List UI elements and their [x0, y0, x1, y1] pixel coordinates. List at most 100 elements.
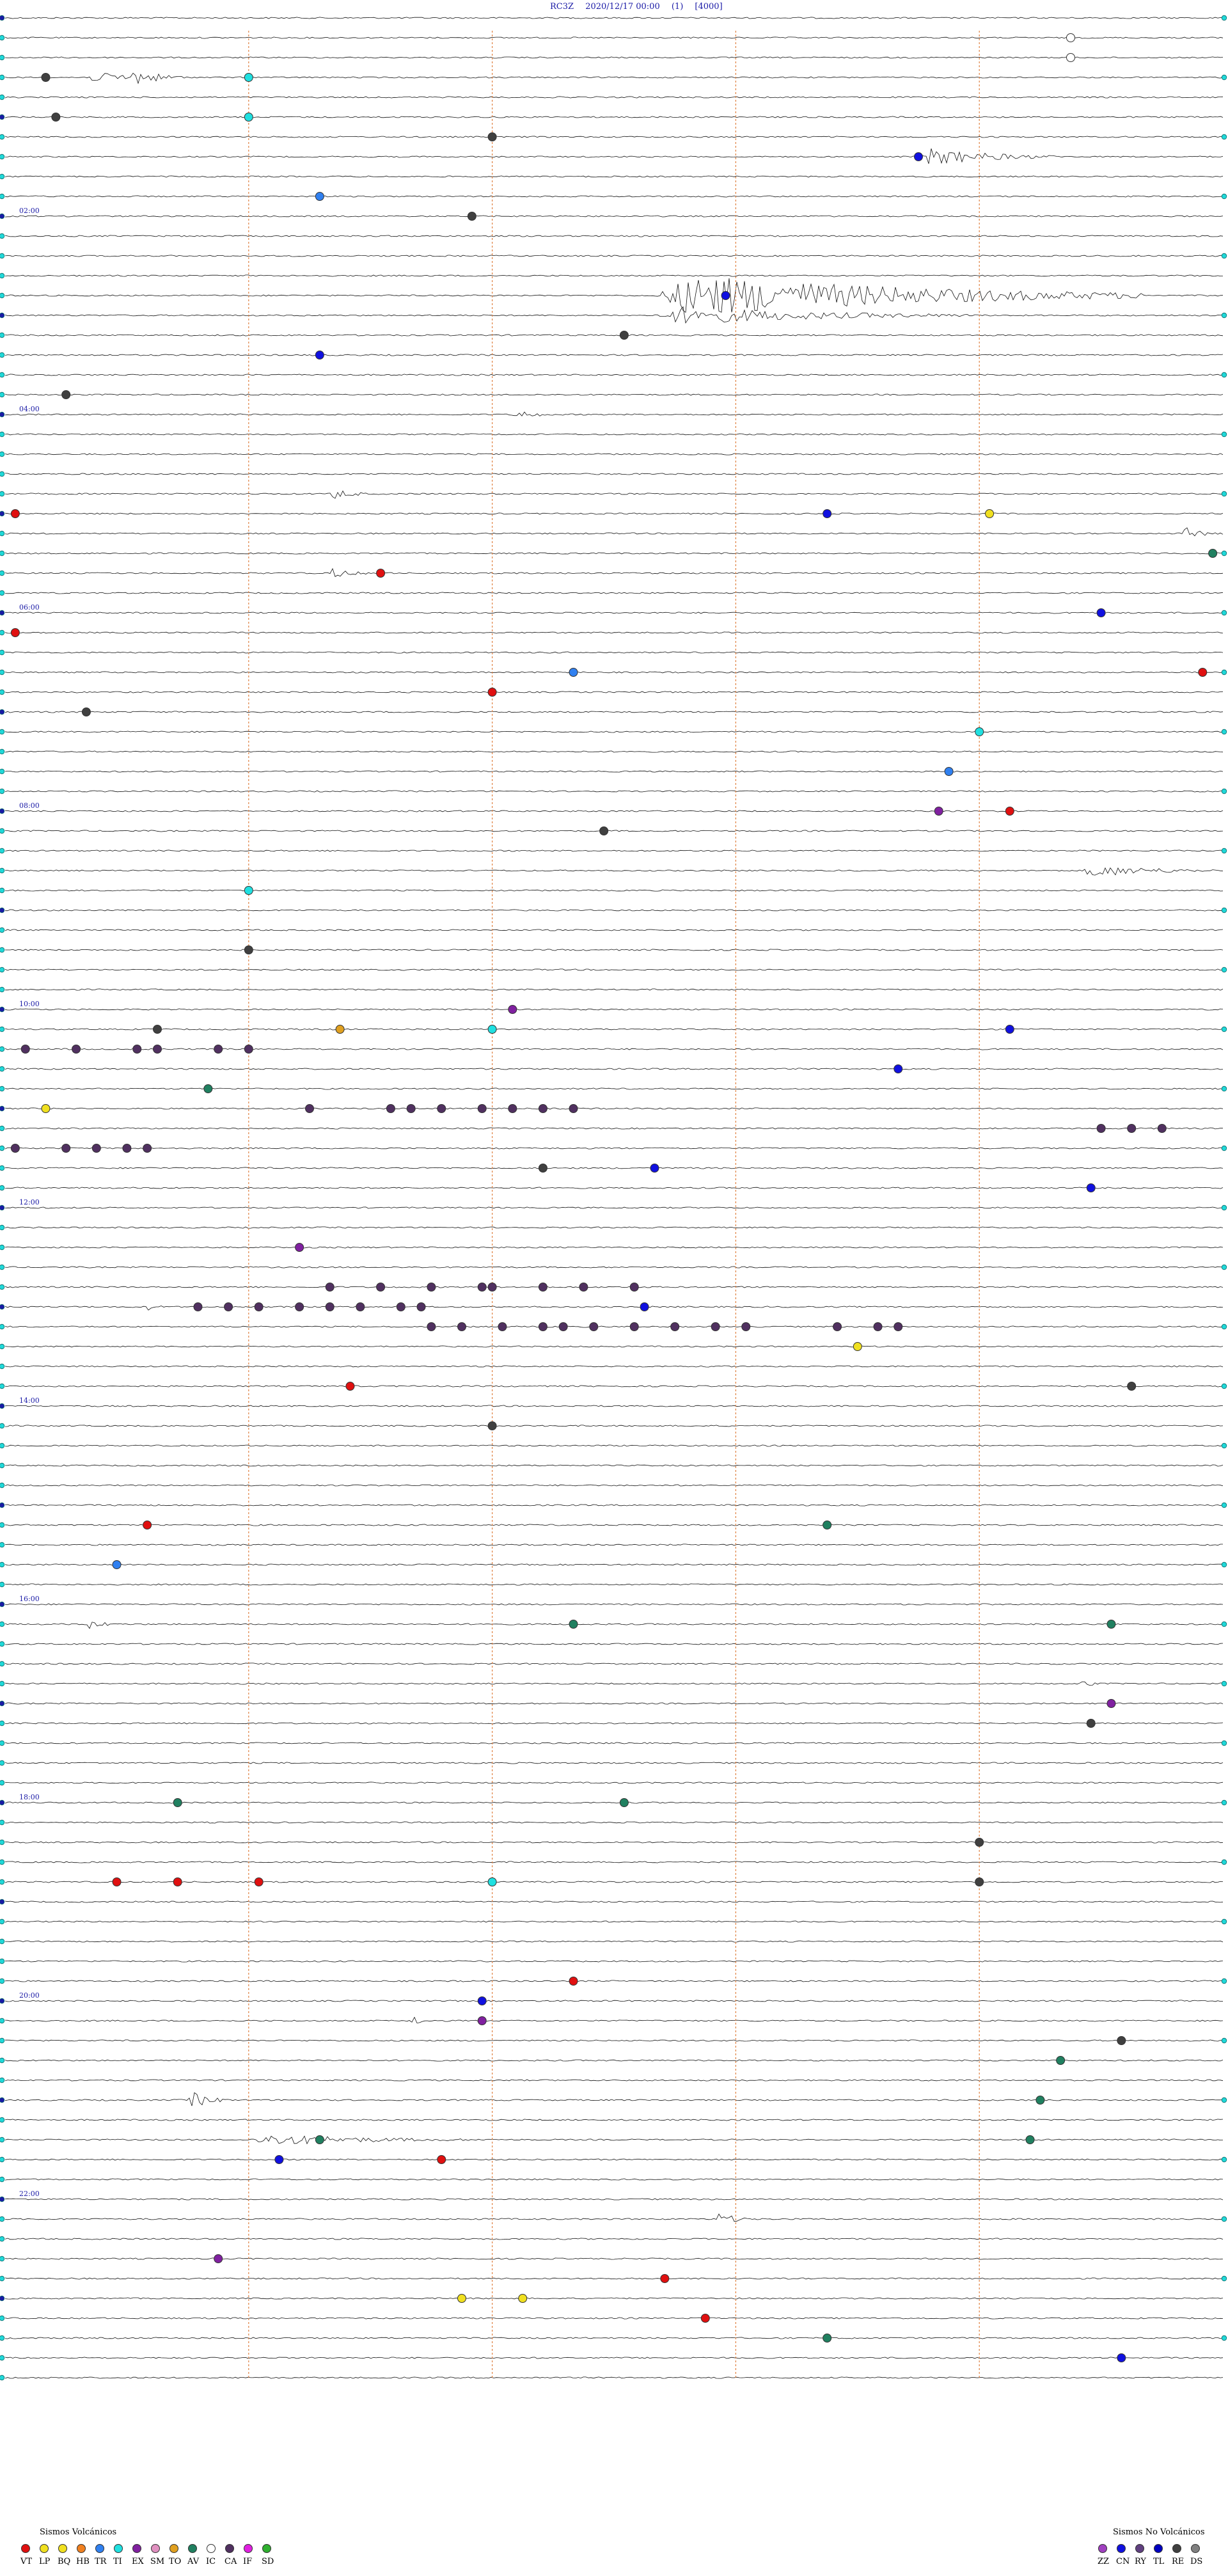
event-marker[interactable] — [386, 1104, 395, 1113]
event-marker[interactable] — [1117, 2036, 1126, 2045]
event-marker[interactable] — [721, 291, 730, 300]
event-marker[interactable] — [1066, 53, 1075, 62]
event-marker[interactable] — [81, 707, 91, 716]
event-marker[interactable] — [670, 1322, 680, 1331]
event-marker[interactable] — [61, 390, 71, 399]
event-marker[interactable] — [41, 1104, 51, 1113]
event-marker[interactable] — [508, 1005, 517, 1014]
event-marker[interactable] — [112, 1877, 122, 1886]
event-marker[interactable] — [325, 1283, 335, 1292]
event-marker[interactable] — [1035, 2096, 1045, 2105]
event-marker[interactable] — [1096, 1124, 1106, 1133]
event-marker[interactable] — [569, 1104, 578, 1113]
event-marker[interactable] — [1086, 1183, 1096, 1192]
event-marker[interactable] — [1198, 668, 1208, 677]
event-marker[interactable] — [579, 1283, 588, 1292]
event-marker[interactable] — [143, 1521, 152, 1529]
event-marker[interactable] — [335, 1025, 345, 1034]
event-marker[interactable] — [873, 1322, 883, 1331]
event-marker[interactable] — [538, 1322, 547, 1331]
event-marker[interactable] — [660, 2274, 670, 2283]
event-marker[interactable] — [538, 1283, 547, 1292]
event-marker[interactable] — [214, 1045, 223, 1054]
event-marker[interactable] — [487, 1025, 497, 1034]
event-marker[interactable] — [244, 886, 253, 895]
event-marker[interactable] — [487, 1283, 497, 1292]
event-marker[interactable] — [427, 1322, 436, 1331]
event-marker[interactable] — [244, 945, 253, 954]
event-marker[interactable] — [893, 1322, 903, 1331]
event-marker[interactable] — [61, 1144, 71, 1153]
event-marker[interactable] — [518, 2294, 528, 2303]
event-marker[interactable] — [823, 509, 832, 518]
event-marker[interactable] — [437, 2155, 446, 2164]
event-marker[interactable] — [853, 1342, 862, 1351]
event-marker[interactable] — [498, 1322, 507, 1331]
event-marker[interactable] — [10, 628, 20, 637]
event-marker[interactable] — [295, 1243, 304, 1252]
event-marker[interactable] — [487, 1421, 497, 1430]
event-marker[interactable] — [437, 1104, 446, 1113]
event-marker[interactable] — [1066, 33, 1075, 42]
event-marker[interactable] — [406, 1104, 416, 1113]
event-marker[interactable] — [203, 1084, 213, 1093]
event-marker[interactable] — [1127, 1124, 1137, 1133]
event-marker[interactable] — [975, 727, 984, 736]
event-marker[interactable] — [1005, 1025, 1014, 1034]
event-marker[interactable] — [975, 1838, 984, 1847]
event-marker[interactable] — [315, 351, 324, 360]
event-marker[interactable] — [487, 688, 497, 697]
event-marker[interactable] — [143, 1144, 152, 1153]
event-marker[interactable] — [193, 1302, 203, 1311]
event-marker[interactable] — [1127, 1382, 1137, 1391]
event-marker[interactable] — [893, 1064, 903, 1073]
event-marker[interactable] — [1106, 1620, 1116, 1629]
event-marker[interactable] — [1117, 2353, 1126, 2362]
event-marker[interactable] — [10, 509, 20, 518]
event-marker[interactable] — [477, 2016, 487, 2025]
event-marker[interactable] — [711, 1322, 720, 1331]
event-marker[interactable] — [1208, 549, 1218, 558]
event-marker[interactable] — [944, 767, 954, 776]
event-marker[interactable] — [629, 1322, 639, 1331]
event-marker[interactable] — [91, 1144, 101, 1153]
event-marker[interactable] — [1005, 807, 1014, 816]
event-marker[interactable] — [558, 1322, 568, 1331]
event-marker[interactable] — [1096, 608, 1106, 617]
event-marker[interactable] — [305, 1104, 314, 1113]
event-marker[interactable] — [315, 2135, 324, 2144]
event-marker[interactable] — [1056, 2056, 1066, 2065]
event-marker[interactable] — [173, 1877, 182, 1886]
event-marker[interactable] — [823, 2334, 832, 2343]
event-marker[interactable] — [315, 192, 324, 201]
event-marker[interactable] — [416, 1302, 426, 1311]
event-marker[interactable] — [1157, 1124, 1167, 1133]
event-marker[interactable] — [254, 1877, 264, 1886]
event-marker[interactable] — [477, 1104, 487, 1113]
event-marker[interactable] — [487, 1877, 497, 1886]
event-marker[interactable] — [985, 509, 995, 518]
event-marker[interactable] — [427, 1283, 436, 1292]
event-marker[interactable] — [569, 1977, 578, 1986]
event-marker[interactable] — [1025, 2135, 1035, 2144]
event-marker[interactable] — [569, 1620, 578, 1629]
event-marker[interactable] — [244, 73, 253, 82]
event-marker[interactable] — [41, 73, 51, 82]
event-marker[interactable] — [122, 1144, 132, 1153]
event-marker[interactable] — [640, 1302, 649, 1311]
event-marker[interactable] — [214, 2254, 223, 2263]
event-marker[interactable] — [619, 331, 629, 340]
event-marker[interactable] — [72, 1045, 81, 1054]
event-marker[interactable] — [295, 1302, 304, 1311]
event-marker[interactable] — [325, 1302, 335, 1311]
event-marker[interactable] — [396, 1302, 405, 1311]
event-marker[interactable] — [153, 1025, 162, 1034]
event-marker[interactable] — [467, 212, 476, 221]
event-marker[interactable] — [173, 1798, 182, 1807]
event-marker[interactable] — [975, 1877, 984, 1886]
event-marker[interactable] — [376, 1283, 386, 1292]
event-marker[interactable] — [376, 569, 386, 578]
event-marker[interactable] — [457, 2294, 466, 2303]
event-marker[interactable] — [112, 1560, 122, 1569]
event-marker[interactable] — [132, 1045, 142, 1054]
